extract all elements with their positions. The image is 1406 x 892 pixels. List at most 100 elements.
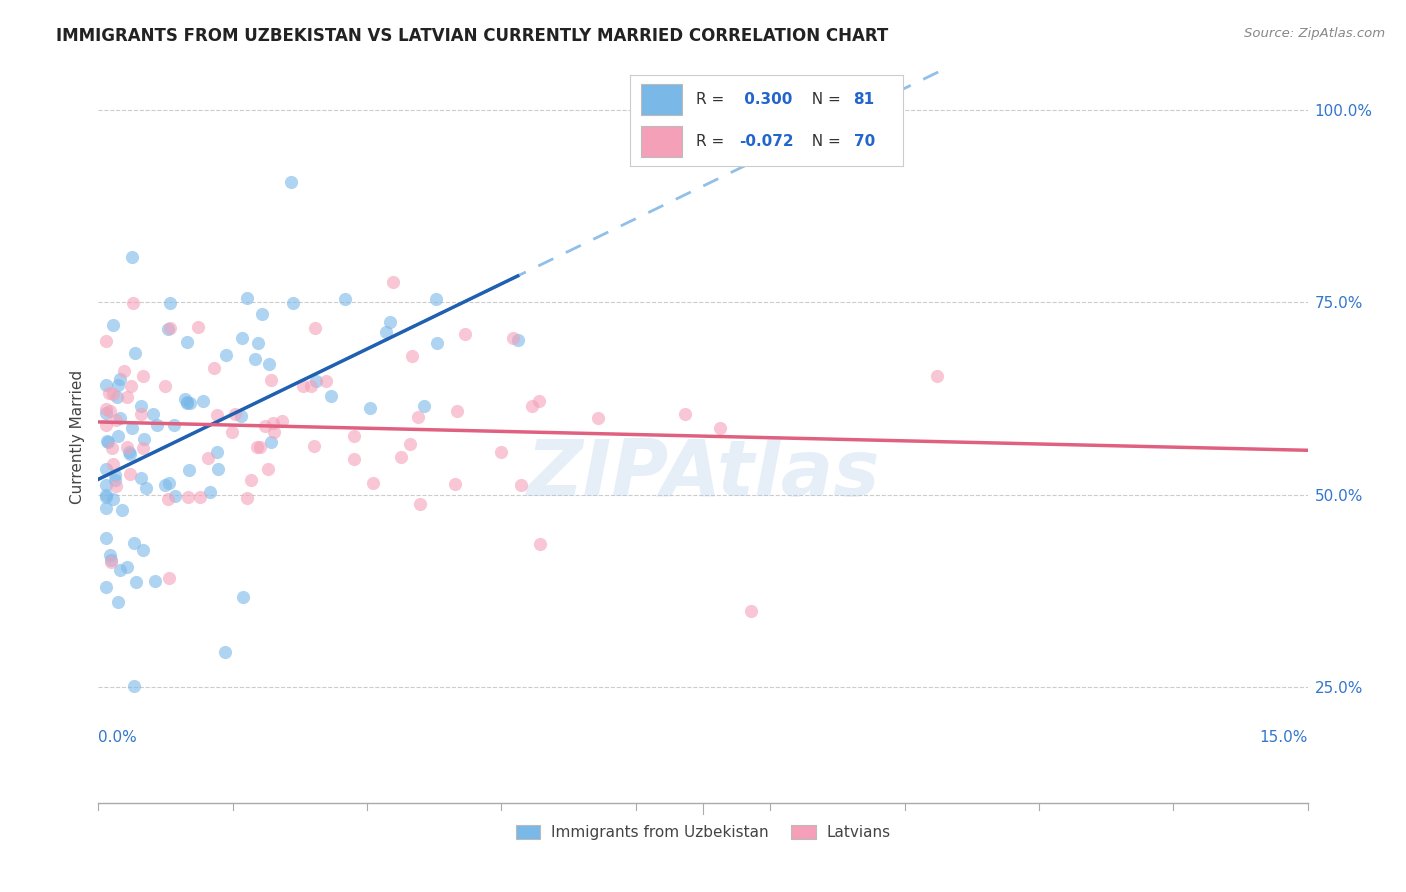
Point — [236, 291, 259, 305]
Point — [163, 489, 186, 503]
Point — [104, 412, 127, 426]
Point — [413, 399, 436, 413]
Point — [96, 478, 118, 492]
Point — [120, 379, 142, 393]
Point — [101, 492, 124, 507]
Point — [454, 326, 477, 341]
Point — [121, 250, 143, 264]
Point — [135, 481, 157, 495]
Point — [142, 407, 165, 421]
Point — [408, 409, 430, 424]
Point — [229, 409, 252, 424]
Point — [101, 441, 124, 455]
Point — [709, 421, 731, 435]
Point — [925, 369, 948, 384]
Point — [108, 411, 131, 425]
Point — [262, 416, 284, 430]
Point — [96, 490, 118, 504]
Point — [96, 378, 118, 392]
Point — [174, 392, 197, 406]
Point — [280, 175, 302, 189]
Point — [96, 531, 118, 545]
Text: IMMIGRANTS FROM UZBEKISTAN VS LATVIAN CURRENTLY MARRIED CORRELATION CHART: IMMIGRANTS FROM UZBEKISTAN VS LATVIAN CU… — [56, 27, 889, 45]
Point — [157, 321, 180, 335]
Point — [389, 450, 412, 464]
Point — [291, 378, 314, 392]
Point — [176, 490, 198, 504]
Point — [176, 395, 198, 409]
Point — [193, 393, 215, 408]
Point — [132, 432, 155, 446]
Point — [443, 476, 465, 491]
Point — [129, 470, 152, 484]
Point — [176, 396, 198, 410]
Point — [143, 574, 166, 588]
Point — [527, 394, 550, 409]
Point — [205, 408, 228, 422]
Point — [96, 434, 118, 448]
Point — [122, 536, 145, 550]
Point — [342, 451, 364, 466]
Point — [132, 442, 155, 456]
Point — [299, 379, 322, 393]
Point — [155, 378, 177, 392]
Point — [177, 463, 200, 477]
Point — [401, 349, 423, 363]
Point — [110, 503, 132, 517]
Point — [426, 336, 449, 351]
Point — [159, 321, 181, 335]
Point — [510, 477, 533, 491]
Point — [159, 296, 181, 310]
Point — [489, 445, 512, 459]
Point — [224, 407, 246, 421]
Point — [361, 476, 384, 491]
Point — [399, 437, 422, 451]
Point — [131, 400, 153, 414]
Point — [157, 491, 180, 506]
Point — [96, 334, 118, 348]
Y-axis label: Currently Married: Currently Married — [70, 370, 86, 504]
Point — [96, 500, 118, 515]
Point — [98, 404, 121, 418]
Point — [107, 595, 129, 609]
Point — [104, 467, 127, 482]
Point — [97, 435, 120, 450]
Point — [214, 645, 236, 659]
Point — [375, 326, 398, 340]
Point — [319, 389, 342, 403]
Point — [382, 276, 405, 290]
Point — [118, 467, 141, 481]
Point — [129, 407, 152, 421]
Text: Source: ZipAtlas.com: Source: ZipAtlas.com — [1244, 27, 1385, 40]
Point — [159, 476, 181, 491]
Point — [232, 591, 254, 605]
Point — [105, 390, 128, 404]
Point — [117, 559, 139, 574]
Point — [101, 318, 124, 332]
Point — [253, 419, 276, 434]
Point — [257, 357, 280, 371]
Point — [250, 307, 273, 321]
Point — [446, 404, 468, 418]
Point — [270, 414, 292, 428]
Legend: Immigrants from Uzbekistan, Latvians: Immigrants from Uzbekistan, Latvians — [509, 819, 897, 847]
Point — [104, 473, 127, 487]
Point — [239, 473, 262, 487]
Point — [586, 411, 609, 425]
Point — [108, 372, 131, 386]
Point — [343, 429, 366, 443]
Point — [304, 321, 326, 335]
Point — [249, 440, 271, 454]
Point — [107, 429, 129, 443]
Point — [157, 571, 180, 585]
Point — [205, 444, 228, 458]
Point — [108, 563, 131, 577]
Point — [163, 418, 186, 433]
Point — [221, 425, 243, 440]
Point — [122, 679, 145, 693]
Point — [107, 377, 129, 392]
Point — [98, 385, 121, 400]
Point — [281, 296, 304, 310]
Point — [117, 390, 139, 404]
Point — [132, 369, 155, 384]
